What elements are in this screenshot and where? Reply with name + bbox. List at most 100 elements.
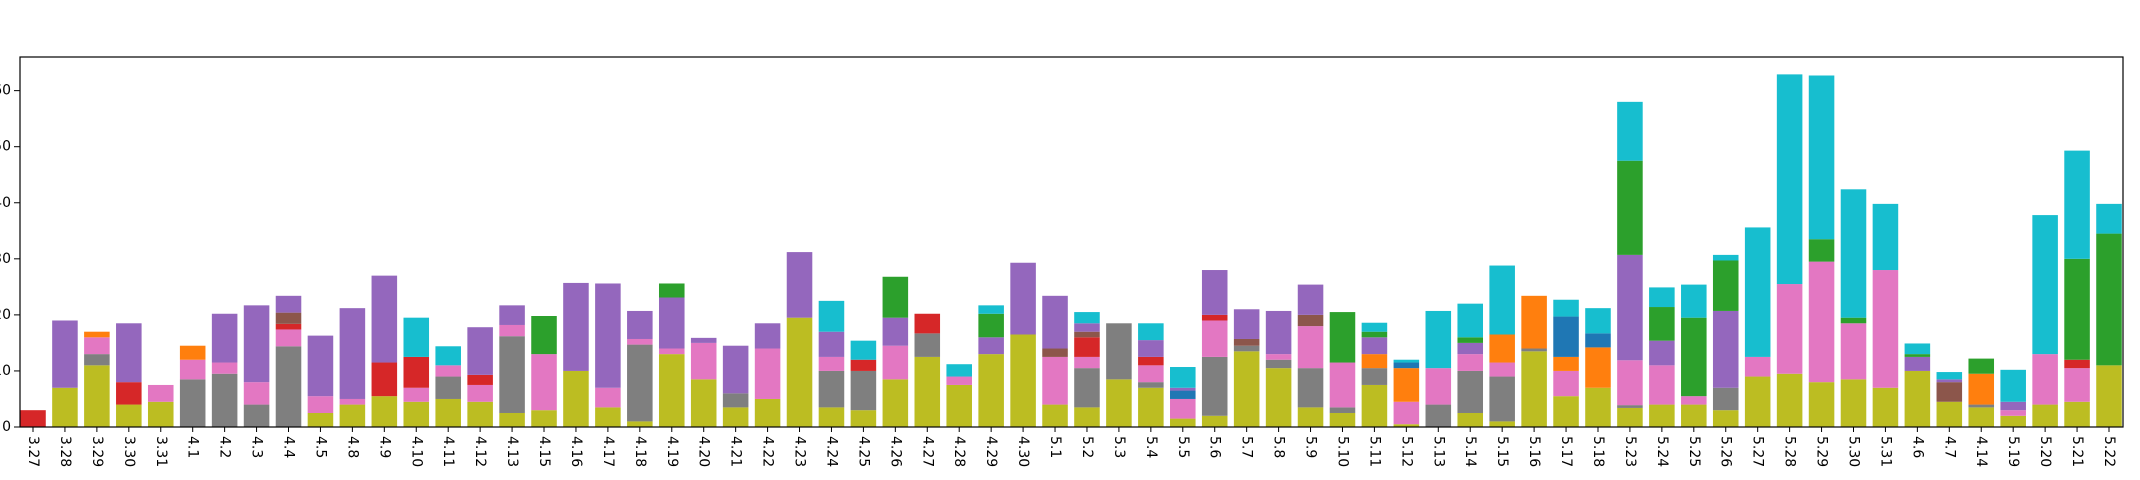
bar-segment xyxy=(403,387,430,402)
bar-segment xyxy=(1106,379,1132,427)
bar-segment xyxy=(2000,369,2026,402)
bar-segment xyxy=(658,354,685,427)
x-tick-label: 5.2 xyxy=(1079,436,1095,458)
bar-segment xyxy=(722,393,749,408)
bar-segment xyxy=(1361,384,1388,427)
x-tick-label: 4.12 xyxy=(472,436,488,467)
y-tick-label: 60 xyxy=(0,83,11,99)
bar-segment xyxy=(1904,356,1931,371)
bar-segment xyxy=(1904,370,1931,427)
bar-segment xyxy=(1936,372,1963,380)
bar-segment xyxy=(1138,365,1164,383)
bar-segment xyxy=(1170,387,1196,391)
bar-segment xyxy=(243,305,270,383)
bar-segment xyxy=(2064,401,2090,427)
bar-segment xyxy=(818,331,845,357)
bar-segment xyxy=(914,333,941,357)
x-tick-label: 5.18 xyxy=(1590,436,1606,467)
bar-segment xyxy=(690,379,717,427)
y-tick-label: 50 xyxy=(0,139,11,155)
bar-segment xyxy=(1010,262,1036,335)
bar-segment xyxy=(1712,387,1739,411)
bar-segment xyxy=(1617,360,1643,406)
bar-segment xyxy=(275,329,302,347)
x-tick-label: 4.25 xyxy=(855,436,871,467)
x-tick-label: 3.29 xyxy=(89,436,105,467)
bar-segment xyxy=(1297,368,1324,408)
bar-segment xyxy=(52,387,78,427)
bar-segment xyxy=(1936,382,1963,402)
bar-segment xyxy=(818,300,845,332)
x-tick-label: 5.31 xyxy=(1877,436,1893,467)
bar-segment xyxy=(1233,338,1260,346)
x-tick-label: 4.9 xyxy=(376,436,392,458)
bar-segment xyxy=(1585,347,1611,388)
bar-segment xyxy=(2000,401,2026,411)
bar-segment xyxy=(1553,396,1579,427)
bar-segment xyxy=(1393,424,1420,427)
bar-segment xyxy=(722,407,749,427)
bar-segment xyxy=(1265,368,1292,427)
bar-segment xyxy=(1329,312,1356,363)
bar-segment xyxy=(978,337,1004,355)
bar-segment xyxy=(2064,359,2090,369)
bar-segment xyxy=(1744,376,1771,427)
bar-segment xyxy=(1840,189,1867,318)
bar-segment xyxy=(2000,415,2026,427)
x-tick-label: 4.10 xyxy=(408,436,424,467)
bar-segment xyxy=(467,384,493,402)
x-tick-label: 4.17 xyxy=(600,436,616,467)
bar-segment xyxy=(1744,227,1771,357)
bar-segment xyxy=(754,323,781,349)
bar-segment xyxy=(2032,215,2058,355)
bar-segment xyxy=(371,275,398,363)
bar-segment xyxy=(627,310,653,339)
x-tick-label: 5.15 xyxy=(1494,436,1510,467)
bar-segment xyxy=(1425,368,1452,405)
bar-segment xyxy=(1297,407,1324,427)
bar-segment xyxy=(435,346,461,366)
x-tick-label: 4.14 xyxy=(1973,436,1989,467)
bar-segment xyxy=(531,354,557,411)
x-tick-label: 4.19 xyxy=(664,436,680,467)
x-tick-label: 5.16 xyxy=(1526,436,1542,467)
bar-segment xyxy=(275,295,302,313)
bar-segment xyxy=(1393,359,1420,363)
x-tick-label: 5.30 xyxy=(1845,436,1861,467)
y-tick-label: 10 xyxy=(0,363,11,379)
x-tick-label: 4.2 xyxy=(217,436,233,458)
bar-segment xyxy=(116,323,142,383)
bar-segment xyxy=(2064,150,2090,259)
bar-segment xyxy=(1425,404,1452,427)
bar-segment xyxy=(1042,348,1068,357)
bar-segment xyxy=(1712,410,1739,427)
bar-segment xyxy=(1393,401,1420,425)
x-tick-label: 5.27 xyxy=(1750,436,1766,467)
bar-segment xyxy=(1968,407,1995,427)
x-tick-label: 5.6 xyxy=(1207,436,1223,458)
bar-segment xyxy=(1840,379,1867,427)
bar-segment xyxy=(914,313,941,334)
x-tick-label: 5.9 xyxy=(1303,436,1319,458)
bar-segment xyxy=(371,396,398,427)
bar-segment xyxy=(1681,396,1707,405)
x-tick-label: 4.23 xyxy=(792,436,808,467)
bar-segment xyxy=(1297,284,1324,315)
x-tick-label: 5.26 xyxy=(1718,436,1734,467)
bar-segment xyxy=(1585,387,1611,427)
x-tick-label: 4.3 xyxy=(249,436,265,458)
bar-segment xyxy=(1233,345,1260,352)
bar-segment xyxy=(1808,75,1835,240)
bar-segment xyxy=(1808,261,1835,383)
bar-segment xyxy=(339,404,366,427)
x-tick-label: 5.10 xyxy=(1334,436,1350,467)
bar-segment xyxy=(882,379,909,427)
bar-segment xyxy=(690,342,717,380)
bar-segment xyxy=(1968,373,1995,405)
bar-segment xyxy=(1617,407,1643,427)
bar-segment xyxy=(1457,303,1484,338)
bar-segment xyxy=(627,344,653,422)
bar-segment xyxy=(1042,295,1068,349)
bar-segment xyxy=(1840,323,1867,380)
bar-segment xyxy=(147,384,174,402)
